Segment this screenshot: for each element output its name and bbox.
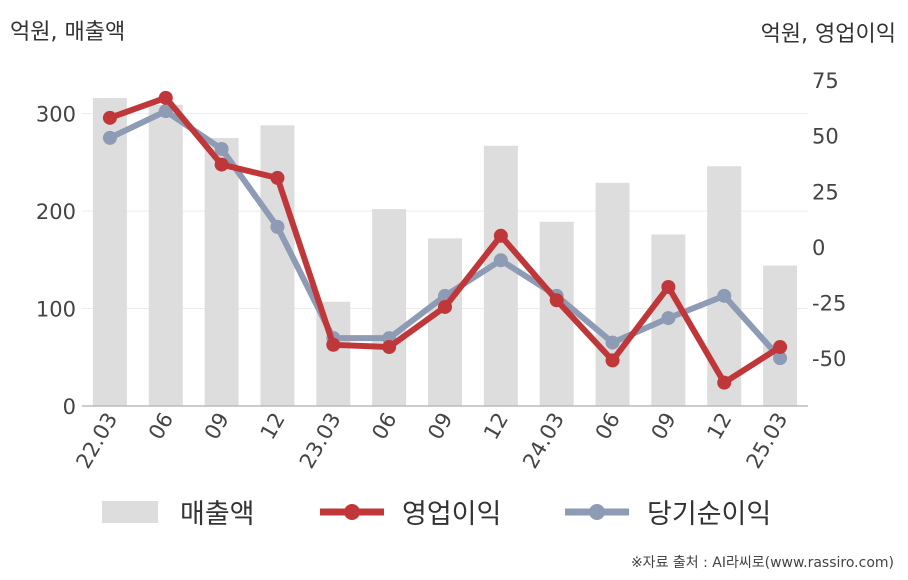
- bar-revenue: [148, 104, 183, 406]
- op-income-point: [717, 375, 732, 390]
- op-income-point: [214, 157, 229, 172]
- legend-label-op-income: 영업이익: [402, 499, 502, 530]
- x-tick-label: 23.03: [295, 409, 346, 473]
- net-income-point: [661, 311, 676, 326]
- x-tick-label: 12: [702, 409, 736, 444]
- bar-revenue: [595, 182, 630, 406]
- left-tick-label: 0: [63, 395, 76, 419]
- right-y-axis: 75 50 25 0 -25 -50: [812, 69, 846, 371]
- bar-revenue: [260, 125, 295, 407]
- right-tick-label: 75: [812, 69, 839, 93]
- legend-label-revenue: 매출액: [180, 499, 255, 530]
- right-tick-label: -50: [812, 347, 846, 371]
- left-axis-unit: 억원, 매출액: [10, 20, 126, 45]
- net-income-point: [102, 130, 117, 145]
- bar-revenue: [204, 137, 239, 406]
- x-tick-label: 22.03: [71, 409, 122, 473]
- x-tick-label: 12: [256, 409, 290, 444]
- op-income-point: [382, 340, 397, 355]
- right-axis-unit: 억원, 영업이익: [760, 22, 896, 47]
- x-tick-label: 09: [647, 409, 681, 444]
- bar-revenue: [707, 166, 742, 406]
- x-tick-label: 09: [200, 409, 234, 444]
- left-y-axis: 0 100 200 300: [36, 103, 76, 419]
- left-tick-label: 300: [36, 103, 76, 127]
- op-income-series: [102, 90, 788, 390]
- x-tick-label: 09: [423, 409, 457, 444]
- right-tick-label: 0: [812, 236, 825, 260]
- x-tick-label: 06: [591, 409, 625, 444]
- x-tick-label: 06: [144, 409, 178, 444]
- op-income-point: [661, 279, 676, 294]
- net-income-point: [773, 351, 788, 366]
- legend-label-net-income: 당기순이익: [647, 499, 772, 530]
- left-tick-label: 200: [36, 200, 76, 224]
- net-income-point: [493, 253, 508, 268]
- op-income-point: [102, 110, 117, 125]
- legend-swatch-op-income: [320, 503, 384, 520]
- bar-revenue: [763, 265, 798, 406]
- op-income-point: [773, 340, 788, 355]
- legend-swatch-net-income: [565, 503, 629, 520]
- op-income-point: [605, 353, 620, 368]
- revenue-bars: [92, 98, 798, 407]
- right-tick-label: 50: [812, 125, 839, 149]
- net-income-point: [717, 288, 732, 303]
- right-tick-label: -25: [812, 292, 846, 316]
- net-income-point: [270, 219, 285, 234]
- legend: 매출액 영업이익 당기순이익: [0, 492, 908, 536]
- op-income-point: [270, 170, 285, 185]
- right-tick-label: 25: [812, 180, 839, 204]
- x-tick-label: 24.03: [518, 409, 569, 473]
- x-tick-label: 06: [367, 409, 401, 444]
- op-income-point: [326, 337, 341, 352]
- net-income-point: [214, 142, 229, 157]
- left-tick-label: 100: [36, 298, 76, 322]
- op-income-point: [438, 299, 452, 314]
- net-income-point: [605, 335, 620, 350]
- bar-revenue: [372, 209, 407, 406]
- op-income-point: [493, 228, 508, 243]
- legend-swatch-revenue: [102, 500, 158, 523]
- x-tick-label: 25.03: [742, 409, 793, 473]
- bar-revenue: [428, 238, 462, 406]
- net-income-point: [158, 104, 173, 119]
- legend-item-net-income: 당기순이익: [565, 492, 771, 531]
- bar-revenue: [483, 145, 518, 406]
- legend-item-revenue: 매출액: [102, 492, 255, 531]
- op-income-point: [549, 293, 564, 308]
- legend-item-op-income: 영업이익: [320, 492, 501, 531]
- op-income-point: [158, 90, 173, 105]
- source-note: ※자료 출처 : AI라씨로(www.rassiro.com): [630, 555, 894, 571]
- x-axis-labels: 22.03 06 09 12 23.03 06 09 12 24.03 06 09 12 25.03: [71, 409, 792, 473]
- x-tick-label: 12: [479, 409, 513, 444]
- bar-revenue: [92, 98, 127, 407]
